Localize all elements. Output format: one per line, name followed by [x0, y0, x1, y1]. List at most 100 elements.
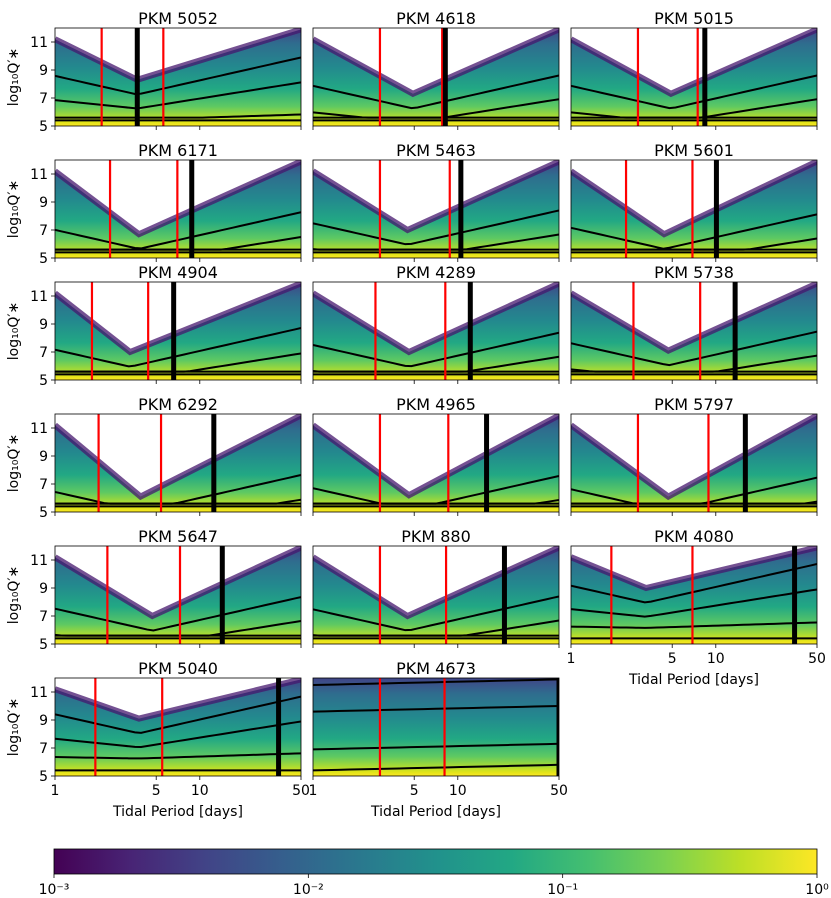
y-axis-label: log₁₀Q′∗	[6, 434, 22, 493]
panel-frame	[312, 413, 560, 513]
contour-line	[313, 705, 559, 713]
panel: PKM 5015	[570, 9, 818, 130]
panel-title: PKM 6171	[138, 141, 218, 160]
y-tick-label: 9	[39, 713, 48, 729]
x-tick-label: 10	[191, 783, 209, 799]
y-tick-label: 11	[30, 685, 48, 701]
panel-plot-area	[571, 546, 817, 644]
y-tick-label: 11	[30, 167, 48, 183]
panel-frame	[312, 677, 560, 777]
empty-region	[313, 28, 559, 94]
panel-frame	[54, 159, 302, 259]
panel: PKM 5601	[570, 141, 818, 262]
edge-band	[571, 282, 817, 354]
edge-band	[55, 160, 301, 238]
panel-frame	[54, 27, 302, 127]
contour-line	[313, 763, 559, 772]
panel-plot-area	[313, 414, 559, 512]
colorbar-tick-label: 10⁻³	[39, 882, 70, 898]
contour-line	[55, 113, 301, 119]
panel-plot-area	[571, 160, 817, 258]
colorbar: 10⁻³ 10⁻² 10⁻¹ 10⁰	[39, 848, 829, 898]
panel-plot-area	[571, 282, 817, 380]
colorbar-tick-label: 10⁻²	[293, 882, 324, 898]
panel-plot-area	[55, 546, 301, 644]
x-tick-label: 1	[309, 783, 318, 799]
edge-band	[571, 546, 817, 592]
y-tick-label: 7	[39, 477, 48, 493]
y-tick-label: 5	[39, 373, 48, 389]
panel: PKM 4965	[312, 395, 560, 516]
panel: PKM 5797	[570, 395, 818, 516]
panel-title: PKM 4965	[396, 395, 476, 414]
panel: PKM 4289	[312, 263, 560, 384]
y-tick-label: 5	[39, 505, 48, 521]
y-axis-label: log₁₀Q′∗	[6, 698, 22, 757]
x-tick-label: 5	[410, 783, 419, 799]
edge-band	[55, 678, 301, 722]
edge-band	[313, 28, 559, 98]
y-axis-label: log₁₀Q′∗	[6, 566, 22, 625]
edge-band	[313, 282, 559, 356]
panel-title: PKM 5601	[654, 141, 734, 160]
y-tick-label: 7	[39, 223, 48, 239]
y-tick-label: 5	[39, 769, 48, 785]
empty-region	[313, 160, 559, 230]
panel-plot-area	[313, 282, 559, 380]
panel: PKM 5647 5 7 9 11	[30, 527, 302, 653]
colorbar-tick-label: 10⁰	[805, 882, 829, 898]
panel: PKM 5463	[312, 141, 560, 262]
contour-line	[313, 678, 559, 686]
y-tick-label: 7	[39, 741, 48, 757]
empty-region	[55, 282, 301, 352]
panel-frame	[570, 159, 818, 259]
y-tick-label: 9	[39, 63, 48, 79]
panel-title: PKM 6292	[138, 395, 218, 414]
colorbar-gradient	[53, 848, 818, 875]
panel-frame	[570, 27, 818, 127]
contour-line	[55, 81, 301, 110]
x-tick-label: 10	[449, 783, 467, 799]
panel-frame	[54, 413, 302, 513]
panel-plot-area	[55, 414, 301, 512]
panel-title: PKM 5797	[654, 395, 734, 414]
panel: PKM 4080 1 5 10 50	[567, 527, 826, 667]
x-tick-label: 10	[707, 651, 725, 667]
y-axis-label: log₁₀Q′∗	[6, 302, 22, 361]
panel-plot-area	[313, 546, 559, 644]
empty-region	[571, 28, 817, 94]
panel: PKM 4618	[312, 9, 560, 130]
panel-frame	[312, 545, 560, 645]
panel-title: PKM 5738	[654, 263, 734, 282]
contour-line	[313, 74, 559, 110]
panel-plot-area	[571, 28, 817, 126]
edge-band	[313, 160, 559, 234]
edge-band	[571, 28, 817, 98]
x-axis-label: Tidal Period [days]	[628, 672, 759, 688]
y-tick-label: 9	[39, 449, 48, 465]
panel-title: PKM 5463	[396, 141, 476, 160]
panel: PKM 5052 5 7 9 11	[30, 9, 302, 135]
contour-line	[55, 596, 301, 632]
panel-frame	[54, 677, 302, 777]
contour-line	[313, 742, 559, 751]
panel-frame	[570, 281, 818, 381]
panel: PKM 6292 5 7 9 11	[30, 395, 302, 521]
panel-plot-area	[55, 160, 301, 258]
y-tick-label: 7	[39, 609, 48, 625]
edge-band	[55, 414, 301, 501]
contour-line	[313, 595, 559, 632]
y-tick-label: 9	[39, 317, 48, 333]
y-tick-label: 5	[39, 119, 48, 135]
y-tick-label: 11	[30, 421, 48, 437]
panel: PKM 4673 1 5 10 50	[309, 659, 568, 799]
panel-plot-area	[55, 678, 301, 776]
panel-frame	[54, 281, 302, 381]
axis-labels: log₁₀Q′∗ log₁₀Q′∗ log₁₀Q′∗ log₁₀Q′∗ log₁₀Q′∗…	[6, 48, 759, 820]
colorbar-tick-label: 10⁻¹	[547, 882, 578, 898]
panel: PKM 4904 5 7 9 11	[30, 263, 302, 389]
x-tick-label: 50	[550, 783, 568, 799]
y-axis-label: log₁₀Q′∗	[6, 48, 22, 107]
y-tick-label: 9	[39, 581, 48, 597]
